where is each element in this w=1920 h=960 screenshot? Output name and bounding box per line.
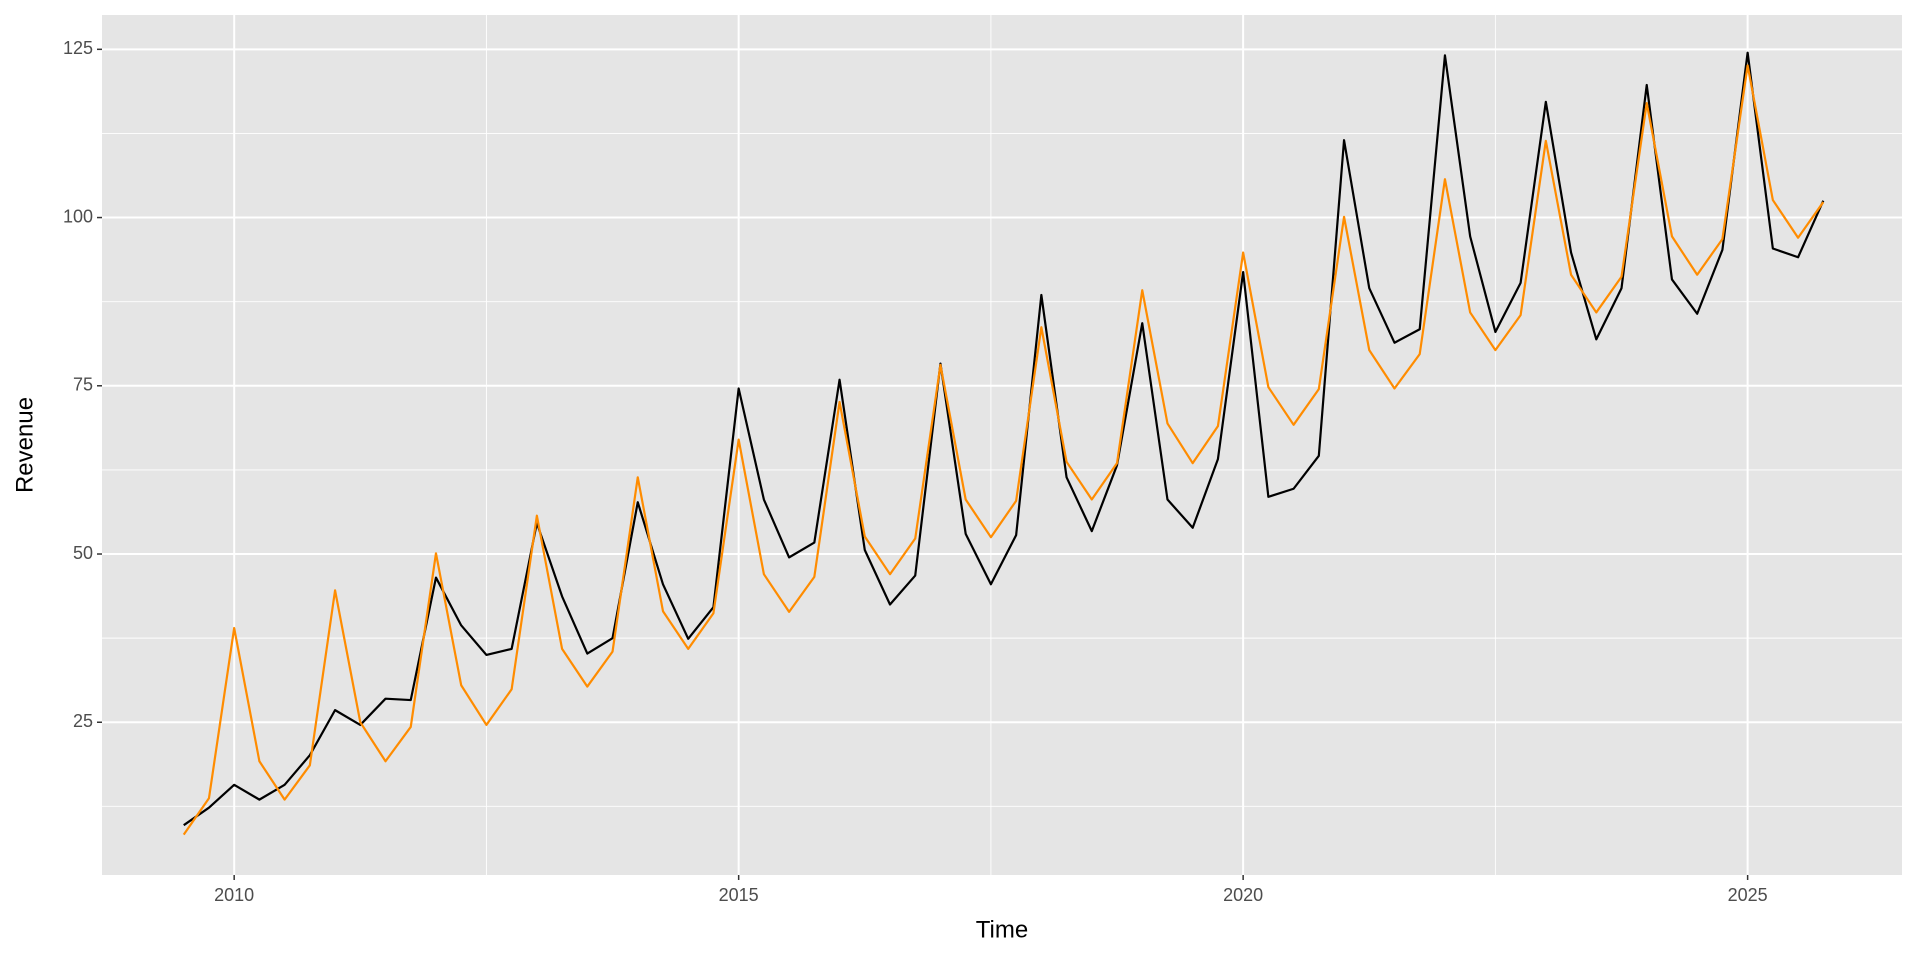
x-axis-title: Time bbox=[976, 916, 1028, 943]
y-tick-label: 125 bbox=[63, 38, 93, 58]
line-series bbox=[183, 51, 1825, 827]
x-tick-label: 2025 bbox=[1728, 885, 1768, 905]
y-tick-label: 100 bbox=[63, 206, 93, 226]
line-series bbox=[182, 64, 1825, 836]
plot-area bbox=[102, 15, 1902, 875]
y-tick-label: 50 bbox=[73, 543, 93, 563]
panel-background bbox=[102, 15, 1902, 875]
x-tick-label: 2020 bbox=[1223, 885, 1263, 905]
y-axis-title: Revenue bbox=[11, 397, 38, 493]
y-tick-label: 75 bbox=[73, 375, 93, 395]
x-tick-label: 2015 bbox=[719, 885, 759, 905]
x-tick-label: 2010 bbox=[214, 885, 254, 905]
y-tick-label: 25 bbox=[73, 711, 93, 731]
